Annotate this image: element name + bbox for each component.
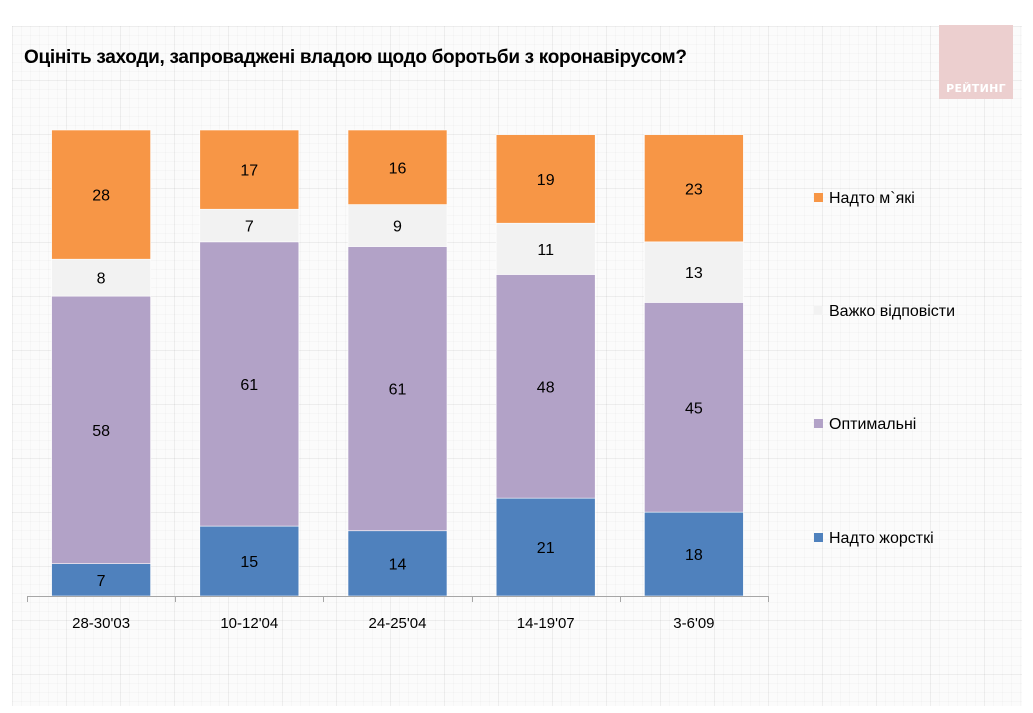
legend-label: Надто жорсткі	[829, 530, 934, 547]
bar-segment	[199, 208, 300, 243]
legend-item: Надто м`які	[814, 190, 915, 208]
bar-segment	[644, 511, 744, 597]
chart-title: Оцініть заходи, запроваджені владою щодо…	[24, 47, 687, 68]
legend-item: Важко відповісти	[814, 303, 955, 321]
bar-segment	[495, 497, 596, 597]
data-label: 16	[389, 160, 407, 177]
bar-segment	[51, 295, 151, 565]
data-label: 7	[245, 219, 254, 236]
bar-segment	[347, 204, 448, 247]
legend-label: Надто м`які	[829, 190, 915, 207]
data-label: 15	[240, 554, 258, 571]
data-label: 9	[393, 219, 402, 236]
x-tick-label: 24-25'04	[369, 615, 427, 632]
bar-segment	[199, 129, 300, 210]
legend-swatch	[814, 306, 823, 315]
data-label: 7	[97, 573, 106, 590]
data-label: 14	[389, 556, 407, 573]
legend-label: Важко відповісти	[829, 303, 956, 320]
bar-segment	[495, 134, 596, 224]
legend-item: Оптимальні	[814, 416, 916, 434]
data-label: 61	[240, 377, 258, 394]
legend-swatch	[814, 533, 823, 542]
legend-swatch	[814, 419, 823, 428]
legend-item: Надто жорсткі	[814, 530, 934, 548]
data-label: 28	[92, 188, 110, 205]
legend-swatch	[814, 193, 823, 202]
data-label: 21	[537, 540, 555, 557]
bar-segment	[347, 530, 448, 597]
bar-segment	[644, 241, 744, 303]
data-label: 8	[97, 271, 106, 288]
bar-segment	[51, 258, 151, 297]
bar-segment	[644, 134, 744, 243]
bar-segment	[199, 525, 300, 597]
data-label: 19	[537, 172, 555, 189]
bar-segment	[644, 302, 744, 513]
data-label: 45	[685, 400, 703, 417]
legend-label: Оптимальні	[829, 416, 917, 433]
data-label: 18	[685, 547, 703, 564]
x-tick-label: 14-19'07	[517, 615, 575, 632]
bar-segment	[51, 129, 151, 260]
rating-logo: РЕЙТИНГ	[939, 25, 1013, 99]
data-label: 48	[537, 379, 555, 396]
logo-text: РЕЙТИНГ	[946, 82, 1006, 95]
data-label: 13	[685, 265, 703, 282]
data-label: 61	[389, 382, 407, 399]
data-label: 23	[685, 181, 703, 198]
data-label: 58	[92, 423, 110, 440]
bar-segment	[51, 563, 151, 597]
x-tick-label: 10-12'04	[220, 615, 278, 632]
bar-segment	[347, 246, 448, 532]
data-label: 17	[240, 163, 258, 180]
bar-segment	[347, 129, 448, 205]
x-tick-label: 3-6'09	[673, 615, 714, 632]
data-label: 11	[537, 242, 554, 259]
bar-segment	[495, 274, 596, 499]
x-tick-label: 28-30'03	[72, 615, 130, 632]
